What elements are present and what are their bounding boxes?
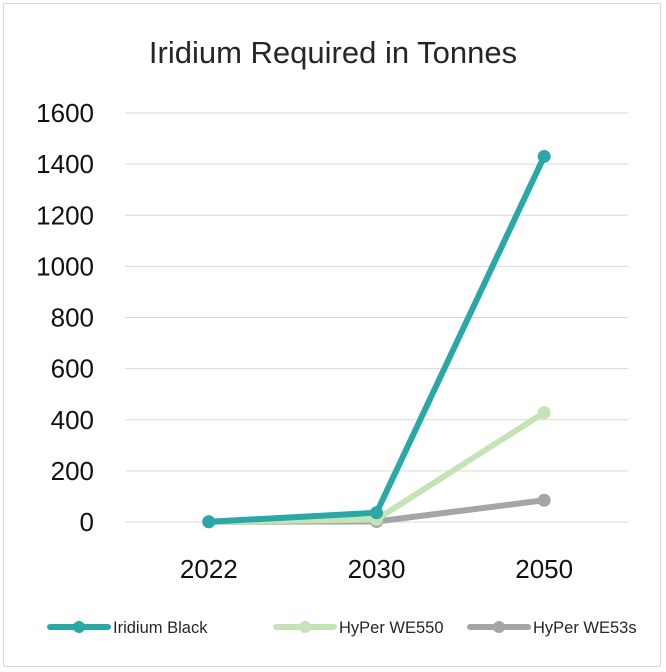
chart-title: Iridium Required in Tonnes <box>149 35 517 70</box>
y-tick-label-600: 600 <box>51 354 94 384</box>
y-tick-label-1600: 1600 <box>36 98 94 128</box>
legend-item-hyper-we550: HyPer WE550 <box>273 619 444 637</box>
legend: Iridium Black HyPer WE550 HyPer WE53s <box>47 619 637 637</box>
x-tick-label-2022: 2022 <box>180 554 238 584</box>
y-axis-tick-labels: 0 200 400 600 800 1000 1200 1400 1600 <box>36 98 94 537</box>
y-tick-label-1200: 1200 <box>36 200 94 230</box>
series-line-iridium-black <box>205 153 548 525</box>
y-tick-label-800: 800 <box>51 303 94 333</box>
chart-frame <box>3 3 661 667</box>
legend-item-iridium-black: Iridium Black <box>47 619 208 637</box>
y-tick-label-1000: 1000 <box>36 251 94 281</box>
legend-label-hyper-we550: HyPer WE550 <box>339 619 444 637</box>
y-tick-label-200: 200 <box>51 456 94 486</box>
legend-swatch-marker-iridium-black <box>73 621 85 633</box>
legend-swatch-marker-hyper-we550 <box>299 621 311 633</box>
x-tick-label-2050: 2050 <box>515 554 573 584</box>
legend-label-hyper-we53s: HyPer WE53s <box>533 619 637 637</box>
gridlines <box>125 112 628 523</box>
series-iridium-black <box>202 149 551 529</box>
y-tick-label-0: 0 <box>80 507 94 537</box>
y-tick-label-1400: 1400 <box>36 149 94 179</box>
legend-item-hyper-we53s: HyPer WE53s <box>467 619 637 637</box>
x-tick-label-2030: 2030 <box>348 554 406 584</box>
data-point-iridium-black-2022 <box>202 515 216 529</box>
data-point-iridium-black-2030 <box>370 506 383 520</box>
legend-label-iridium-black: Iridium Black <box>113 619 208 637</box>
data-point-hyper-we550-2050 <box>537 406 551 420</box>
data-point-iridium-black-2050 <box>537 149 551 163</box>
x-axis-tick-labels: 2022 2030 2050 <box>180 554 573 584</box>
legend-swatch-marker-hyper-we53s <box>493 621 505 633</box>
series-lines <box>202 149 551 529</box>
data-point-hyper-we53s-2050 <box>537 493 551 507</box>
y-tick-label-400: 400 <box>51 405 94 435</box>
